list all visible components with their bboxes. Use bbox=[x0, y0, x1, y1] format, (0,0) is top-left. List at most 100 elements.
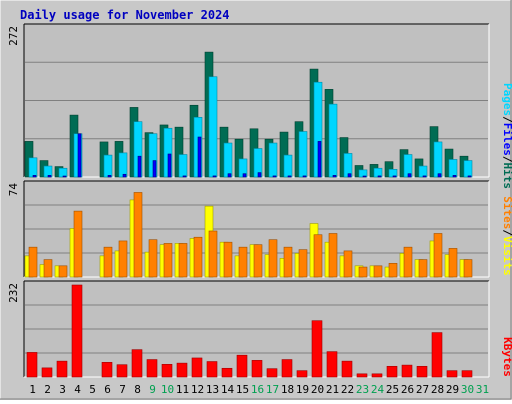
bar-files-day-17 bbox=[268, 142, 278, 178]
x-tick-label-4: 4 bbox=[74, 383, 81, 396]
bar-sites-day-14 bbox=[223, 241, 233, 278]
x-tick-label-21: 21 bbox=[326, 383, 339, 396]
legend-upper: Pages/Files/Hits bbox=[501, 83, 512, 189]
x-tick-label-27: 27 bbox=[416, 383, 429, 396]
bar-kbytes-day-25 bbox=[386, 365, 398, 378]
bar-kbytes-day-14 bbox=[221, 367, 233, 378]
legend-kbytes: KBytes bbox=[501, 337, 512, 377]
x-tick-label-11: 11 bbox=[176, 383, 189, 396]
bar-kbytes-day-19 bbox=[296, 370, 308, 378]
bar-kbytes-day-15 bbox=[236, 354, 248, 378]
bar-pages-day-1 bbox=[32, 175, 37, 178]
x-tick-label-16: 16 bbox=[251, 383, 264, 396]
bar-kbytes-day-21 bbox=[326, 351, 338, 378]
bar-sites-day-18 bbox=[283, 246, 293, 278]
bar-sites-day-11 bbox=[178, 243, 188, 278]
bar-kbytes-day-6 bbox=[101, 362, 113, 378]
y-max-label-upper: 272 bbox=[7, 26, 20, 46]
x-tick-label-7: 7 bbox=[119, 383, 126, 396]
bar-pages-day-3 bbox=[62, 175, 67, 178]
bar-kbytes-day-18 bbox=[281, 359, 293, 378]
bar-sites-day-21 bbox=[328, 233, 338, 278]
bar-pages-day-17 bbox=[272, 175, 277, 178]
bar-pages-day-16 bbox=[257, 172, 262, 178]
bar-sites-day-8 bbox=[133, 192, 143, 278]
bar-sites-day-7 bbox=[118, 240, 128, 278]
x-tick-label-15: 15 bbox=[236, 383, 249, 396]
bar-sites-day-30 bbox=[463, 259, 473, 278]
bar-pages-day-11 bbox=[182, 175, 187, 178]
x-axis-labels: 1 2 3 4 5 6 7 8 9 10 11 12 13 14 15 16 17 18 19 20 21 22 23 24 2… bbox=[29, 383, 489, 396]
bar-pages-day-28 bbox=[437, 173, 442, 178]
bar-kbytes-day-29 bbox=[446, 370, 458, 378]
bar-kbytes-day-8 bbox=[131, 349, 143, 378]
bar-pages-day-2 bbox=[47, 175, 52, 178]
x-tick-label-20: 20 bbox=[311, 383, 324, 396]
bar-kbytes-day-17 bbox=[266, 368, 278, 378]
bar-kbytes-day-27 bbox=[416, 365, 428, 378]
bar-kbytes-day-28 bbox=[431, 332, 443, 378]
x-tick-label-12: 12 bbox=[191, 383, 204, 396]
bar-kbytes-day-22 bbox=[341, 360, 353, 378]
bar-kbytes-day-13 bbox=[206, 361, 218, 378]
legend-sep-3: / bbox=[501, 229, 512, 236]
bar-files-day-27 bbox=[418, 165, 428, 178]
x-tick-label-25: 25 bbox=[386, 383, 399, 396]
bar-sites-day-25 bbox=[388, 263, 398, 278]
bar-sites-day-28 bbox=[433, 233, 443, 278]
bar-pages-day-9 bbox=[152, 160, 157, 178]
x-tick-label-22: 22 bbox=[341, 383, 354, 396]
x-tick-label-28: 28 bbox=[431, 383, 444, 396]
bar-kbytes-day-1 bbox=[26, 352, 38, 378]
bar-kbytes-day-9 bbox=[146, 359, 158, 378]
bar-pages-day-29 bbox=[452, 175, 457, 178]
bar-sites-day-20 bbox=[313, 234, 323, 278]
legend-hits: Hits bbox=[501, 163, 512, 190]
y-max-label-lower: 232 bbox=[7, 283, 20, 303]
bar-sites-day-17 bbox=[268, 239, 278, 278]
legend-sep-2: / bbox=[501, 156, 512, 163]
legend-middle: Sites/Visits bbox=[501, 196, 512, 276]
x-tick-label-19: 19 bbox=[296, 383, 309, 396]
bar-sites-day-10 bbox=[163, 243, 173, 278]
bar-files-day-30 bbox=[463, 160, 473, 178]
bar-kbytes-day-12 bbox=[191, 357, 203, 378]
bar-pages-day-24 bbox=[377, 175, 382, 178]
bar-kbytes-day-11 bbox=[176, 362, 188, 378]
x-tick-label-6: 6 bbox=[104, 383, 111, 396]
bar-kbytes-day-23 bbox=[356, 373, 368, 378]
legend-files: Files bbox=[501, 123, 512, 156]
bar-files-day-7 bbox=[118, 152, 128, 178]
x-tick-label-1: 1 bbox=[29, 383, 36, 396]
bar-kbytes-day-4 bbox=[71, 284, 83, 378]
bar-files-day-14 bbox=[223, 142, 233, 178]
bar-kbytes-day-30 bbox=[461, 370, 473, 378]
x-tick-label-14: 14 bbox=[221, 383, 235, 396]
bar-pages-day-25 bbox=[392, 175, 397, 178]
legend-visits: Visits bbox=[501, 236, 512, 276]
bar-sites-day-3 bbox=[58, 265, 68, 278]
x-tick-label-29: 29 bbox=[446, 383, 459, 396]
x-tick-label-31: 31 bbox=[476, 383, 489, 396]
bar-pages-day-18 bbox=[287, 175, 292, 178]
bar-files-day-6 bbox=[103, 154, 113, 178]
x-tick-label-13: 13 bbox=[206, 383, 219, 396]
x-tick-label-26: 26 bbox=[401, 383, 414, 396]
bar-kbytes-day-10 bbox=[161, 364, 173, 378]
x-tick-label-18: 18 bbox=[281, 383, 294, 396]
bar-sites-day-1 bbox=[28, 246, 38, 278]
legend-pages: Pages bbox=[501, 83, 512, 116]
bar-pages-day-7 bbox=[122, 173, 127, 178]
bar-sites-day-6 bbox=[103, 246, 113, 278]
x-tick-label-30: 30 bbox=[461, 383, 474, 396]
bar-kbytes-day-3 bbox=[56, 360, 68, 378]
bar-files-day-3 bbox=[58, 167, 68, 178]
bar-pages-day-8 bbox=[137, 155, 142, 178]
bar-sites-day-22 bbox=[343, 250, 353, 278]
bar-pages-day-21 bbox=[332, 175, 337, 178]
bar-sites-day-19 bbox=[298, 249, 308, 278]
bar-files-day-11 bbox=[178, 154, 188, 178]
bar-sites-day-2 bbox=[43, 259, 53, 278]
